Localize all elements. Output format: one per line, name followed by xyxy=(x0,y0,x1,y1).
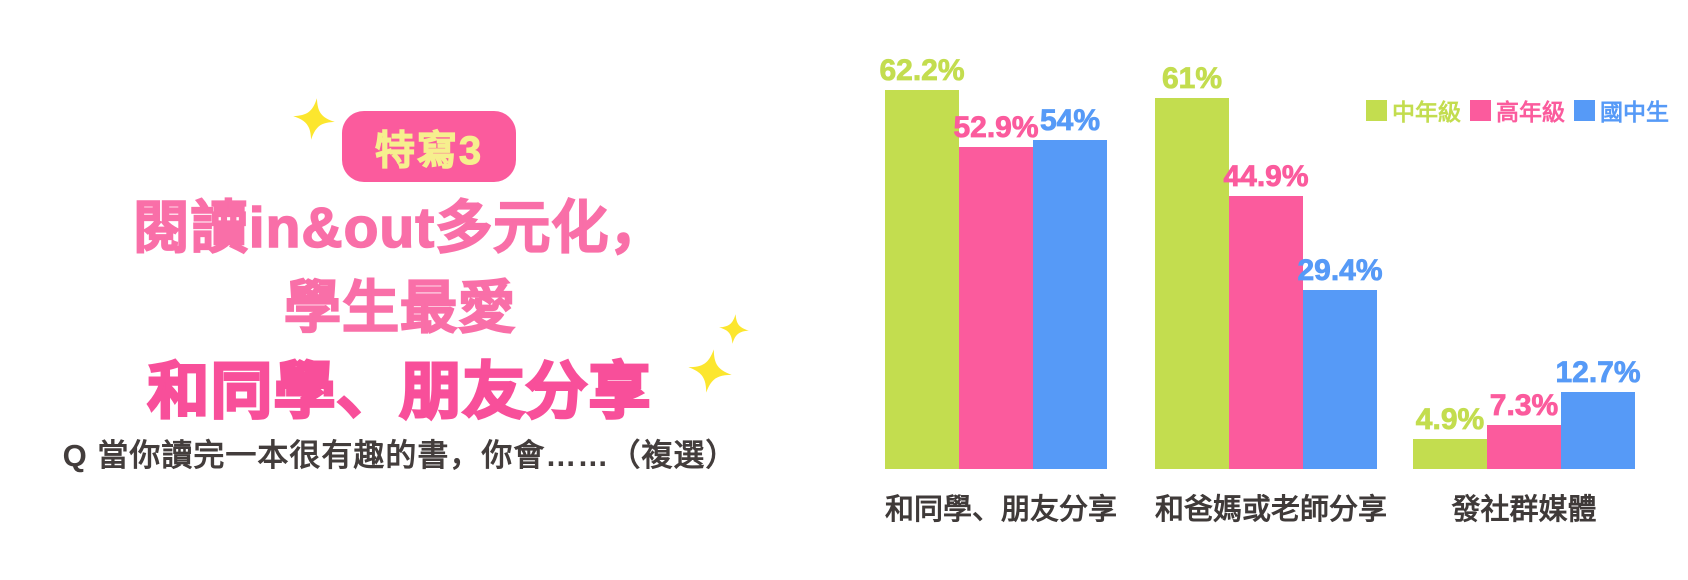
bar-value-label: 44.9% xyxy=(1223,160,1309,194)
bar-value-label: 29.4% xyxy=(1297,254,1383,288)
bar-高年級: 7.3% xyxy=(1487,389,1561,469)
bar-value-label: 54% xyxy=(1039,104,1101,138)
bar-value-label: 52.9% xyxy=(953,111,1039,145)
category-label: 發社群媒體 xyxy=(1451,494,1597,526)
survey-question: Q 當你讀完一本很有趣的書，你會……（複選） xyxy=(62,438,738,473)
bar-國中生: 12.7% xyxy=(1555,356,1641,469)
legend-swatch xyxy=(1574,99,1595,121)
legend-item: 國中生 xyxy=(1574,93,1669,127)
bar-中年級: 4.9% xyxy=(1413,403,1487,469)
title-line-3: 和同學、朋友分享 xyxy=(146,356,652,427)
legend-label: 高年級 xyxy=(1496,99,1565,125)
title-line-1: 閱讀in&out多元化， xyxy=(132,195,668,261)
bar-高年級: 44.9% xyxy=(1223,160,1309,469)
page-title: 閱讀in&out多元化， 學生最愛 和同學、朋友分享 xyxy=(40,188,760,434)
bar-value-label: 12.7% xyxy=(1555,356,1641,390)
legend-swatch xyxy=(1366,99,1387,121)
chart-legend: 中年級 高年級 國中生 xyxy=(1366,93,1669,127)
bar-value-label: 62.2% xyxy=(879,54,965,88)
bar-value-label: 4.9% xyxy=(1415,403,1485,437)
section-badge: 特寫3 xyxy=(342,111,516,182)
category-label: 和爸媽或老師分享 xyxy=(1155,494,1388,526)
bar-group: 4.9% 7.3% 12.7% 發社群媒體 xyxy=(1413,60,1641,526)
legend-swatch xyxy=(1470,99,1491,121)
category-label: 和同學、朋友分享 xyxy=(885,494,1118,526)
bar-國中生: 54% xyxy=(1033,104,1107,469)
bar-高年級: 52.9% xyxy=(953,111,1039,469)
legend-item: 高年級 xyxy=(1470,93,1565,127)
bar-value-label: 61% xyxy=(1161,62,1223,96)
bar-group: 61% 44.9% 29.4% 和爸媽或老師分享 xyxy=(1155,60,1387,526)
legend-label: 中年級 xyxy=(1392,99,1461,125)
bar-group: 62.2% 52.9% 54% 和同學、朋友分享 xyxy=(879,54,1117,526)
legend-item: 中年級 xyxy=(1366,93,1461,127)
chart-plot-area: 62.2% 52.9% 54% 和同學、朋友分享 61% 44.9% 29.4% 和爸媽或老師… xyxy=(879,54,1641,526)
legend-label: 國中生 xyxy=(1600,99,1669,125)
bar-國中生: 29.4% xyxy=(1297,254,1383,469)
title-line-2: 學生最愛 xyxy=(283,275,516,341)
section-badge-label: 特寫3 xyxy=(374,128,484,173)
bar-中年級: 62.2% xyxy=(879,54,965,469)
sparkle-icon xyxy=(290,95,337,142)
bar-中年級: 61% xyxy=(1155,62,1229,469)
bar-value-label: 7.3% xyxy=(1489,389,1559,423)
